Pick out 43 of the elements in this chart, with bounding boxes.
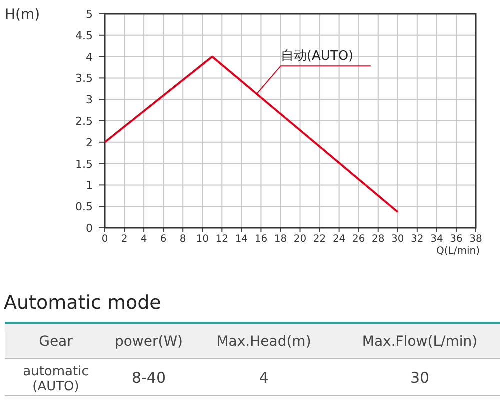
text: 30 <box>410 369 430 387</box>
x-tick-label: 20 <box>294 234 307 245</box>
x-tick-label: 10 <box>196 234 209 245</box>
y-tick-label: 4 <box>86 50 93 64</box>
text: 自动(AUTO) <box>280 49 354 64</box>
text: Max.Flow(L/min) <box>362 334 478 350</box>
text: power(W) <box>114 334 184 350</box>
x-tick-label: 22 <box>313 234 326 245</box>
x-tick-label: 4 <box>140 234 148 245</box>
y-tick-label: 5 <box>86 8 93 21</box>
text: Gear <box>39 334 74 350</box>
y-tick-label: 0 <box>86 222 93 235</box>
x-tick-label: 0 <box>102 234 108 245</box>
y-tick-label: 2 <box>86 136 93 150</box>
x-tick-label: 36 <box>450 234 463 245</box>
y-tick-label: 4.5 <box>76 29 93 42</box>
x-tick-label: 12 <box>216 234 229 245</box>
x-tick-label: 24 <box>332 234 346 245</box>
x-tick-label: 18 <box>274 234 288 245</box>
x-tick-label: 26 <box>352 234 366 245</box>
x-tick-label: 6 <box>160 234 167 245</box>
y-tick-label: 3 <box>86 94 93 107</box>
x-tick-label: 2 <box>121 234 128 245</box>
x-tick-label: 32 <box>411 234 424 245</box>
text: Automatic mode <box>4 292 162 314</box>
y-tick-label: 0.5 <box>76 200 93 214</box>
x-tick-label: 38 <box>470 234 482 245</box>
text: 8-40 <box>132 369 166 387</box>
y-tick-label: 1.5 <box>76 158 93 171</box>
y-tick-label: 2.5 <box>76 115 93 128</box>
x-tick-label: 16 <box>254 234 268 245</box>
text: Max.Head(m) <box>216 334 312 350</box>
x-axis-title: Q(L/min) <box>436 246 480 257</box>
y-axis-title: H(m) <box>5 7 40 23</box>
x-tick-label: 30 <box>392 234 404 245</box>
x-tick-label: 8 <box>180 234 186 245</box>
x-tick-label: 14 <box>235 234 248 245</box>
text: 4 <box>259 369 269 387</box>
y-tick-label: 3.5 <box>76 72 93 86</box>
x-tick-label: 34 <box>430 234 444 245</box>
x-tick-label: 28 <box>372 234 385 245</box>
y-tick-label: 1 <box>86 179 93 192</box>
text: automatic (AUTO) <box>23 364 89 394</box>
